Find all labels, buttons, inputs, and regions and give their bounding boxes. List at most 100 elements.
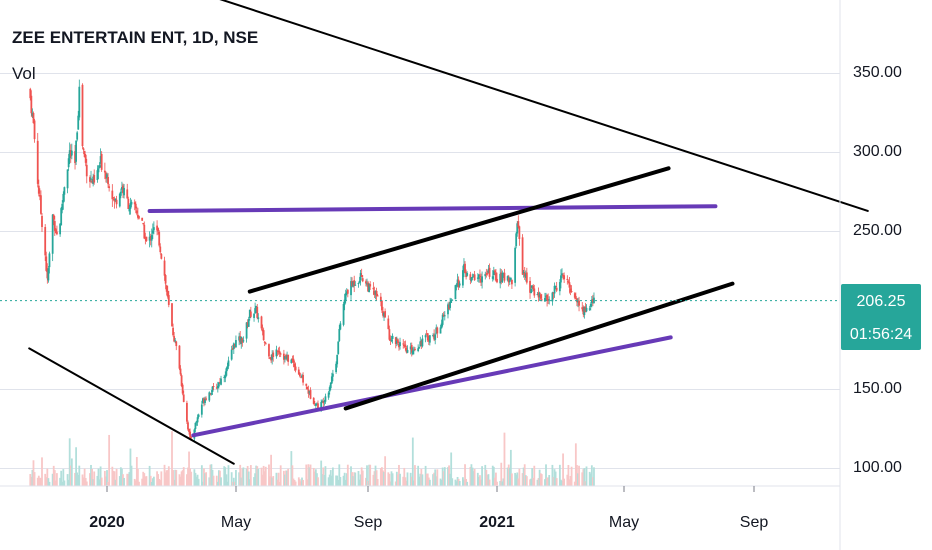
volume-bar — [260, 467, 263, 486]
candle-body — [353, 280, 356, 286]
volume-bar — [290, 451, 293, 486]
candle-body — [533, 288, 536, 296]
candle-body — [424, 335, 427, 338]
candle-body — [182, 394, 185, 402]
candle-body — [389, 338, 392, 341]
volume-bar — [294, 481, 297, 486]
volume-bar — [149, 475, 152, 486]
candle-body — [84, 154, 87, 163]
candle-body — [426, 333, 429, 341]
candle-body — [455, 284, 458, 287]
volume-bar — [216, 481, 219, 486]
candle-body — [255, 305, 258, 309]
volume-bar — [582, 469, 585, 486]
price-axis[interactable]: 350.00 300.00 250.00 150.00 100.00 — [0, 0, 902, 550]
volume-bar — [466, 481, 469, 486]
candle-body — [219, 382, 221, 384]
candle-body — [335, 363, 337, 373]
volume-bar — [111, 466, 114, 486]
candle-body — [195, 421, 198, 423]
volume-bar — [469, 466, 472, 486]
volume-bar — [511, 473, 513, 486]
volume-bar — [317, 477, 319, 486]
candle-body — [302, 374, 304, 383]
y-tick-label: 350.00 — [853, 64, 902, 81]
chart-title: ZEE ENTERTAIN ENT, 1D, NSE — [12, 28, 259, 47]
candle-body — [425, 333, 428, 335]
volume-bar — [352, 476, 355, 486]
volume-bar — [350, 466, 352, 486]
trendlines[interactable] — [28, 0, 869, 465]
candle-body — [547, 299, 550, 301]
volume-bar — [61, 481, 64, 486]
candle-body — [77, 115, 80, 130]
volume-bar — [479, 475, 481, 486]
volume-bar — [585, 466, 588, 486]
candle-body — [41, 215, 43, 227]
candle-body — [231, 348, 234, 350]
y-tick-label: 100.00 — [853, 459, 902, 476]
candle-body — [149, 235, 152, 240]
volume-bar — [138, 481, 140, 486]
volume-bar — [540, 474, 543, 486]
volume-bar — [142, 471, 145, 486]
volume-bar — [77, 474, 80, 486]
candle-body — [249, 311, 252, 317]
volume-bar — [367, 480, 369, 486]
volume-bar — [454, 479, 457, 486]
volume-bar — [346, 464, 349, 486]
volume-bar — [462, 477, 464, 486]
volume-bar — [321, 474, 324, 486]
candle-body — [257, 317, 260, 319]
volume-bar — [225, 474, 228, 486]
candle-body — [75, 140, 77, 162]
volume-bar — [590, 465, 593, 486]
volume-bar — [81, 474, 84, 486]
volume-bar — [56, 473, 58, 486]
candle-body — [448, 304, 450, 310]
volume-bar — [255, 465, 258, 486]
volume-bar — [51, 473, 54, 486]
volume-bar — [261, 474, 264, 486]
volume-bar — [365, 477, 367, 486]
candle-body — [388, 329, 391, 340]
volume-bar — [442, 471, 445, 486]
candle-body — [142, 223, 145, 225]
volume-bar — [443, 467, 446, 486]
volume-bar — [134, 480, 137, 486]
candle-body — [173, 336, 176, 342]
purple-trendline — [147, 204, 718, 213]
candle-body — [536, 294, 539, 296]
candle-body — [98, 165, 101, 168]
candle-body — [210, 393, 213, 395]
candle-body — [279, 353, 282, 355]
volume-bar — [500, 462, 503, 486]
candle-body — [366, 283, 368, 285]
volume-bar — [32, 460, 35, 486]
candle-body — [433, 334, 436, 340]
volume-bar — [339, 477, 342, 486]
volume-bar — [522, 467, 525, 486]
volume-bar — [354, 472, 357, 486]
volume-bar — [158, 479, 161, 486]
volume-bar — [298, 479, 301, 486]
candle-body — [570, 291, 573, 293]
candle-body — [143, 224, 146, 239]
candle-body — [157, 228, 160, 232]
volume-bar — [203, 468, 205, 486]
candle-body — [522, 272, 525, 274]
volume-bar — [455, 481, 458, 486]
candle-body — [487, 268, 490, 273]
candle-body — [272, 352, 275, 357]
candle-body — [196, 417, 199, 423]
volume-bar — [82, 477, 85, 486]
candle-body — [66, 169, 69, 189]
candle-body — [511, 279, 513, 285]
volume-bar — [376, 479, 379, 486]
volume-bar — [402, 476, 405, 486]
volume-indicator-label[interactable]: Vol — [12, 64, 36, 83]
time-axis[interactable]: 2020 May Sep 2021 May Sep — [89, 486, 768, 531]
volume-bar — [180, 471, 183, 486]
volume-bar — [239, 464, 242, 486]
